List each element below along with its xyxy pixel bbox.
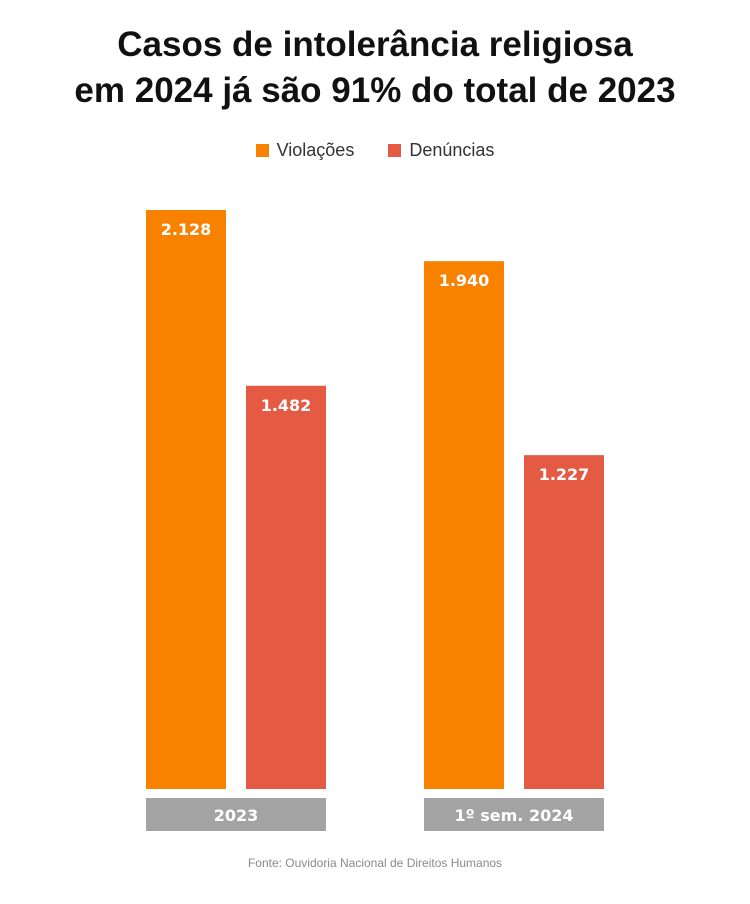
data-label-violacoes-0: 2.128 (161, 220, 212, 239)
legend: Violações Denúncias (0, 140, 750, 161)
bar-denuncias-0 (246, 385, 326, 789)
bar-violacoes-1 (424, 261, 504, 790)
chart-title-line-1: Casos de intolerância religiosa (117, 25, 633, 64)
legend-label-denuncias: Denúncias (409, 140, 495, 160)
legend-swatch-violacoes (255, 144, 269, 157)
category-label-box-0 (146, 798, 326, 831)
category-label-box-1 (424, 798, 604, 831)
bar-violacoes-0 (146, 210, 226, 789)
legend-item-denuncias: Denúncias (388, 140, 494, 161)
legend-item-violacoes: Violações (255, 140, 355, 161)
category-label-0: 2023 (214, 806, 259, 825)
data-label-denuncias-1: 1.227 (539, 465, 590, 484)
source-note: Fonte: Ouvidoria Nacional de Direitos Hu… (247, 856, 503, 870)
chart-title-line-2: em 2024 já são 91% do total de 2023 (74, 71, 676, 110)
data-label-denuncias-0: 1.482 (261, 396, 312, 415)
data-label-violacoes-1: 1.940 (439, 271, 490, 290)
category-label-1: 1º sem. 2024 (455, 806, 574, 825)
legend-label-violacoes: Violações (276, 140, 355, 160)
chart-title: Casos de intolerância religiosa em 2024 … (0, 22, 750, 114)
bar-denuncias-1 (524, 455, 604, 789)
legend-swatch-denuncias (388, 144, 402, 157)
